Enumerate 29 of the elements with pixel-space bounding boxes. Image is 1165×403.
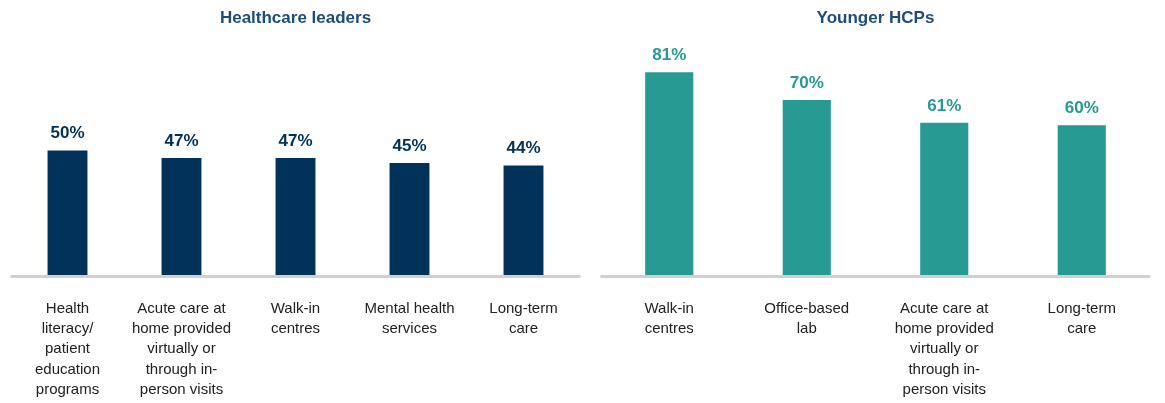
chart-title: Healthcare leaders	[219, 7, 372, 27]
x-tick-label: Walk-in centres	[270, 298, 321, 336]
x-tick-label: Acute care at home provided virtually or through in-person visits	[131, 298, 232, 398]
x-tick-label: Walk-in centres	[644, 298, 694, 336]
data-label: 61%	[927, 95, 962, 115]
x-tick-label: Office-based lab	[764, 298, 850, 336]
x-tick-label: Long-term care	[489, 298, 558, 336]
data-label: 50%	[50, 123, 85, 143]
bar	[503, 165, 544, 277]
data-label: 47%	[164, 130, 199, 150]
data-label: 44%	[506, 138, 541, 158]
x-tick-label: Mental health services	[364, 298, 455, 336]
data-label: 70%	[789, 72, 824, 92]
bar	[47, 150, 88, 277]
x-tick-label: Long-term care	[1047, 298, 1116, 336]
bar	[920, 122, 969, 277]
data-label: 45%	[392, 135, 427, 155]
chart-title: Younger HCPs	[816, 7, 935, 27]
bar	[389, 163, 430, 277]
data-label: 47%	[278, 130, 313, 150]
bar	[645, 72, 694, 277]
bar	[275, 158, 316, 277]
data-label: 60%	[1064, 98, 1099, 118]
x-tick-label: Health literacy/patient education programs	[34, 298, 101, 398]
bar	[782, 100, 831, 277]
data-label: 81%	[652, 45, 687, 65]
x-tick-label: Acute care at home provided virtually or through in-person visits	[894, 298, 994, 398]
bar	[161, 158, 202, 277]
bar	[1057, 125, 1106, 277]
